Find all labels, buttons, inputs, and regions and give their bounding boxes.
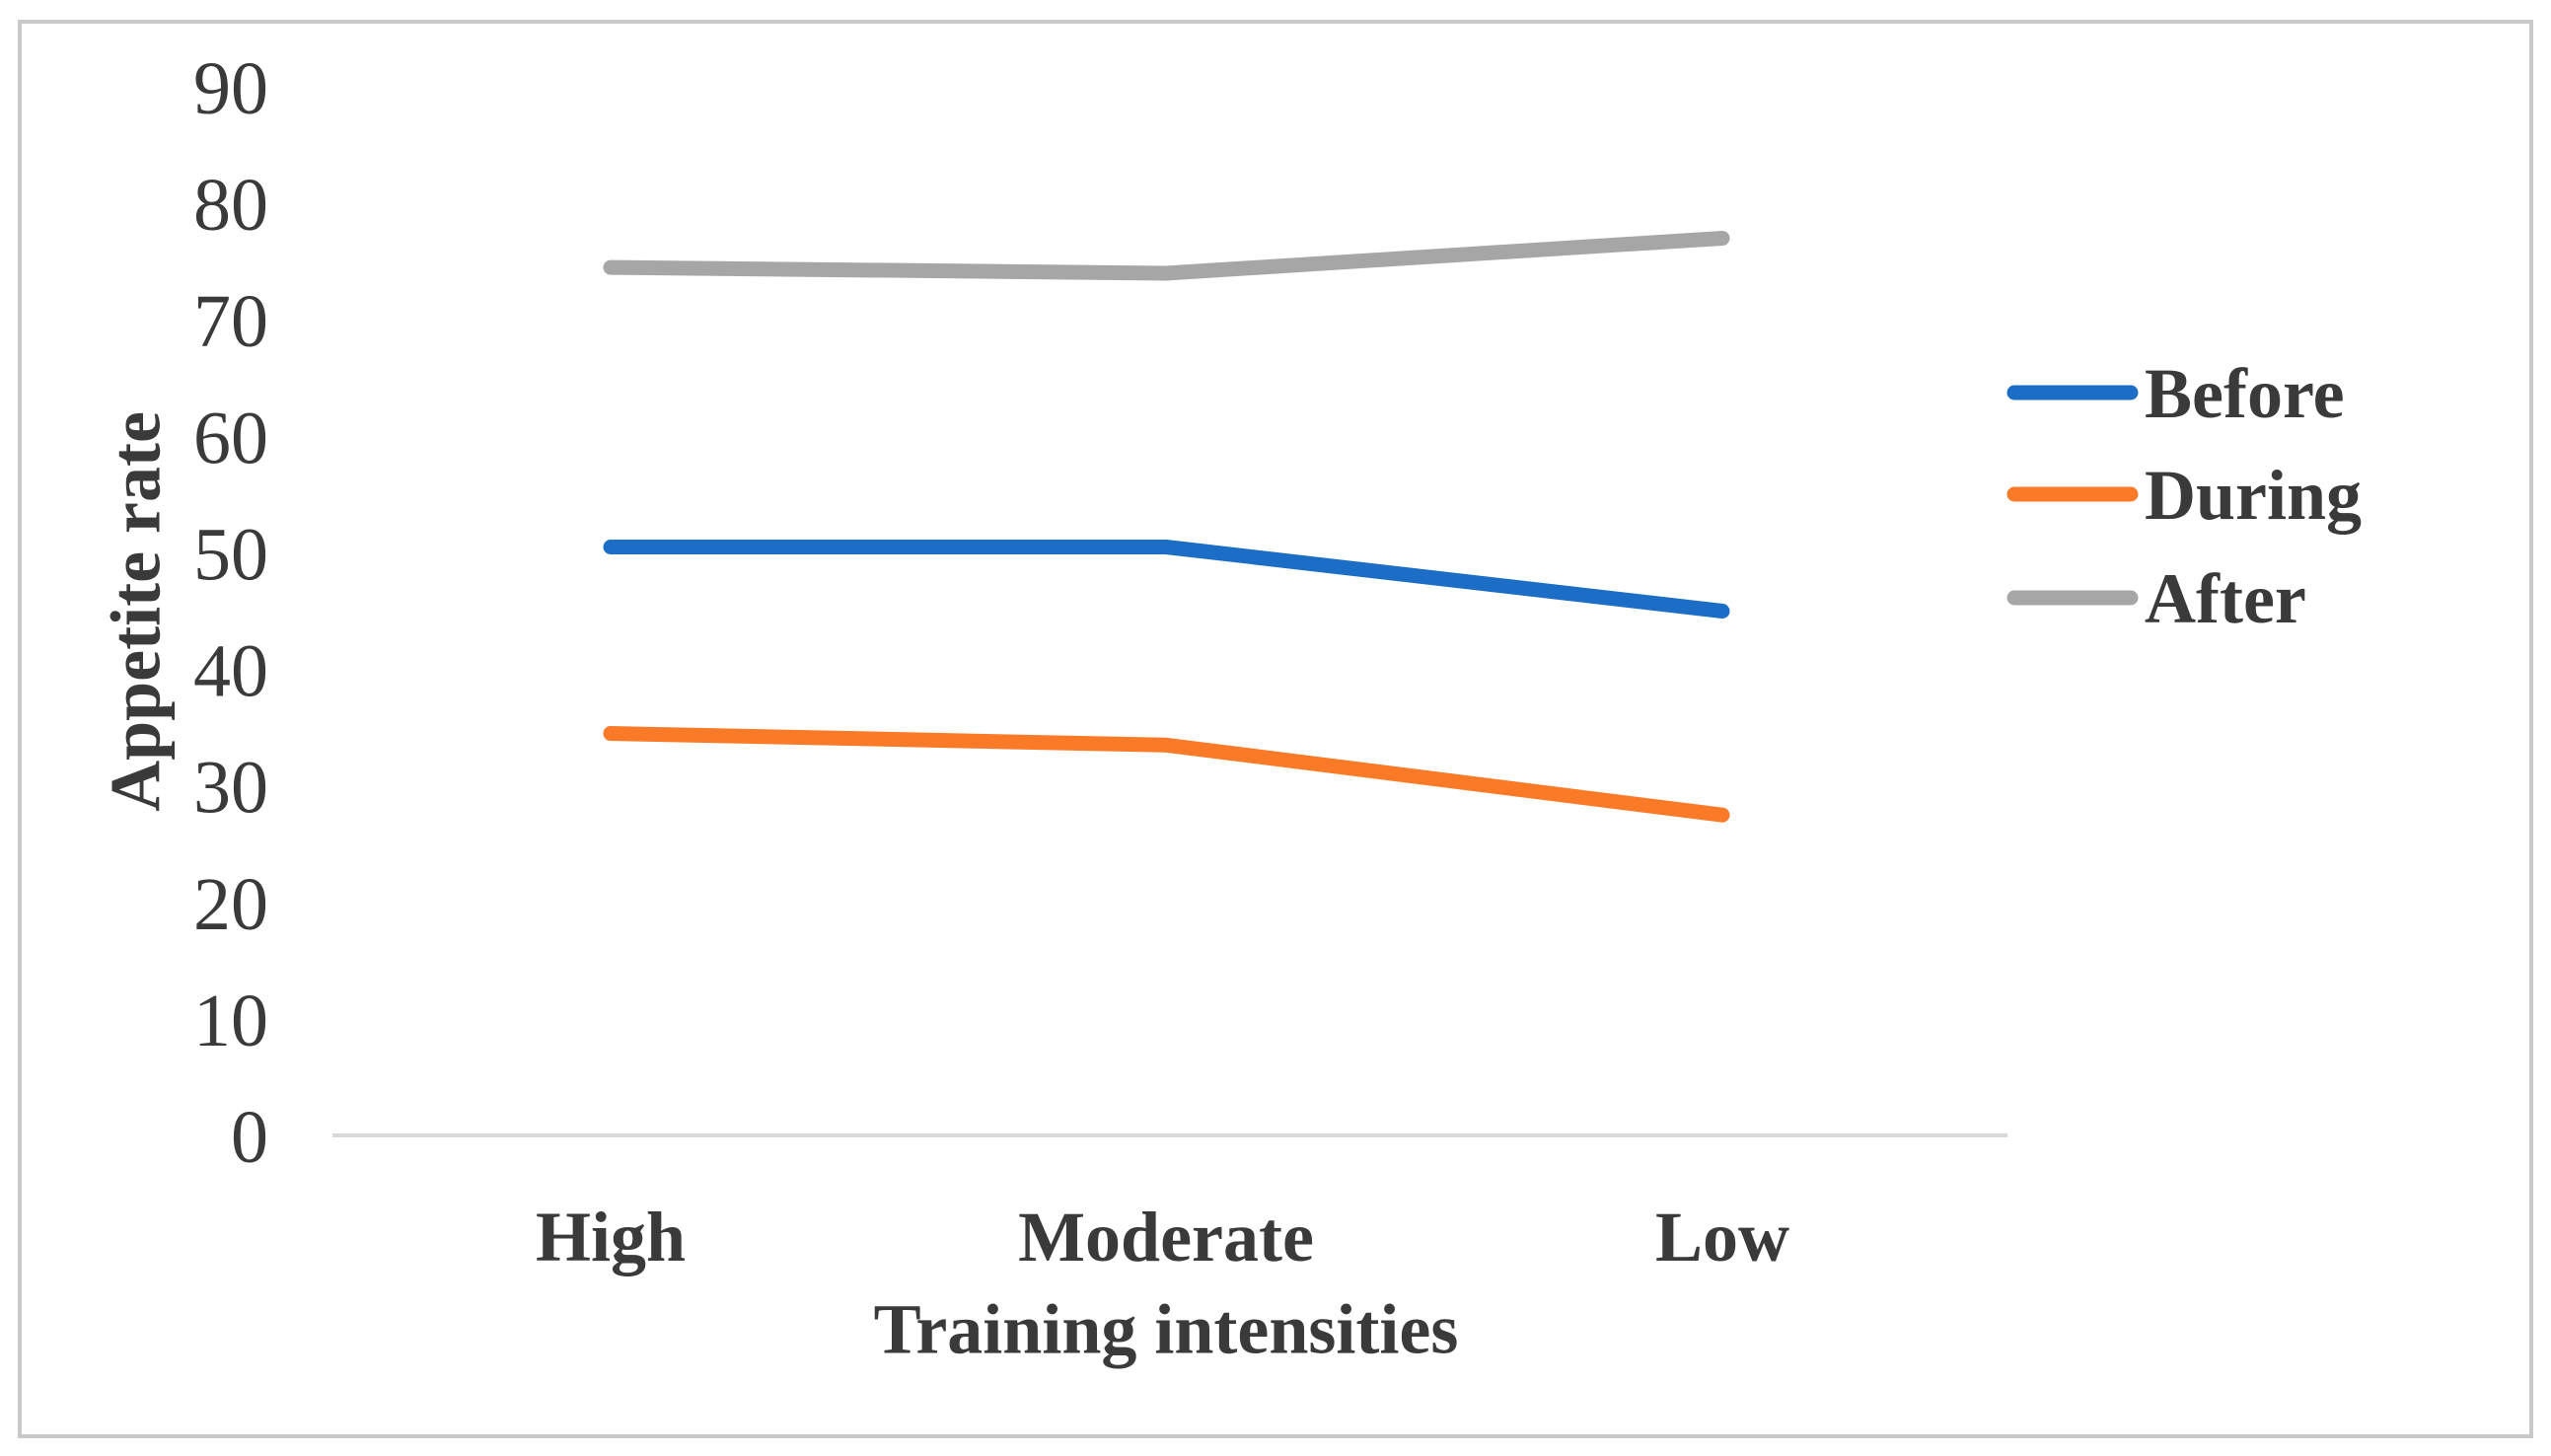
y-tick-label-40: 40 bbox=[193, 630, 268, 713]
y-tick-label-60: 60 bbox=[193, 397, 268, 479]
legend-label-during: During bbox=[2145, 456, 2362, 535]
series-line-during bbox=[603, 726, 1730, 823]
y-tick-label-70: 70 bbox=[193, 280, 268, 363]
legend-label-before: Before bbox=[2145, 354, 2345, 433]
y-tick-label-90: 90 bbox=[193, 47, 268, 130]
series-line-before bbox=[603, 540, 1730, 619]
y-tick-label-0: 0 bbox=[231, 1096, 268, 1179]
legend-label-after: After bbox=[2145, 559, 2306, 638]
figure-frame bbox=[18, 20, 2533, 1438]
y-tick-label-80: 80 bbox=[193, 164, 268, 247]
category-label-moderate: Moderate bbox=[1018, 1198, 1314, 1276]
y-tick-label-50: 50 bbox=[193, 513, 268, 596]
y-axis-title: Appetite rate bbox=[96, 411, 176, 812]
category-label-low: Low bbox=[1655, 1198, 1789, 1276]
y-tick-label-20: 20 bbox=[193, 863, 268, 946]
x-axis-title: Training intensities bbox=[873, 1289, 1459, 1369]
y-tick-label-10: 10 bbox=[193, 980, 268, 1062]
series-line-after bbox=[603, 231, 1730, 281]
category-label-high: High bbox=[536, 1198, 686, 1276]
y-tick-label-30: 30 bbox=[193, 747, 268, 830]
